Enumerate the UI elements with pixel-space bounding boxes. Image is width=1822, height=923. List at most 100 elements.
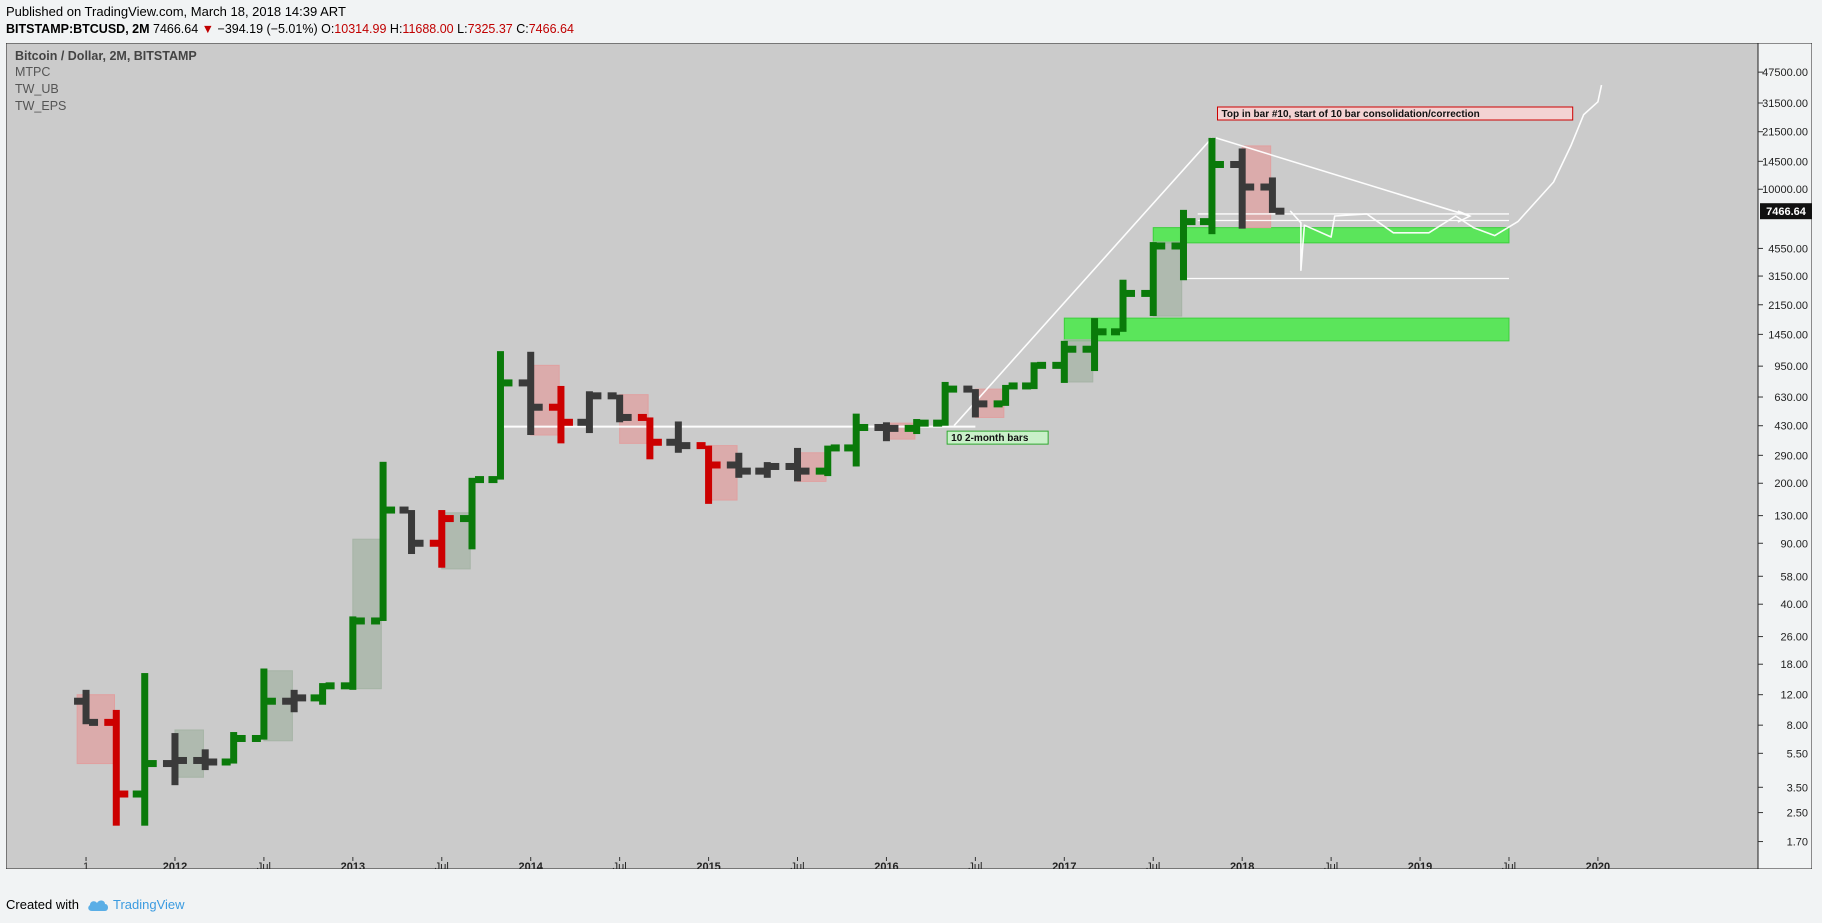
ohlc-bar-8 — [319, 683, 327, 705]
time-tick-label-13: 2018 — [1230, 861, 1254, 869]
shaded-box-7 — [708, 445, 738, 501]
annotation-text-1: 10 2-month bars — [951, 433, 1029, 444]
ohlc-bar-26 — [852, 413, 860, 467]
ohlc-close-tick-22 — [741, 467, 751, 475]
close-value: 7466.64 — [528, 22, 574, 36]
ohlc-open-tick-18 — [607, 392, 617, 400]
price-tick-label-18: 2150.00 — [1768, 300, 1808, 312]
ohlc-close-tick-13 — [475, 476, 485, 484]
ohlc-open-tick-2 — [132, 790, 142, 798]
ohlc-open-tick-36 — [1141, 289, 1151, 297]
price-tick-label-19: 3150.00 — [1768, 271, 1808, 283]
price-tick-label-9: 58.00 — [1780, 571, 1808, 583]
low-value: 7325.37 — [467, 22, 513, 36]
ohlc-bar-2 — [141, 673, 149, 826]
cloud-icon — [88, 899, 108, 911]
ohlc-open-tick-0 — [74, 697, 84, 705]
high-label: H: — [389, 22, 403, 36]
ohlc-close-tick-1 — [119, 790, 129, 798]
published-line: Published on TradingView.com, March 18, … — [6, 4, 346, 19]
ohlc-close-tick-25 — [830, 444, 840, 452]
ohlc-close-tick-9 — [355, 617, 365, 625]
annotation-box-0 — [1217, 106, 1574, 121]
ohlc-open-tick-8 — [310, 694, 320, 702]
ohlc-close-tick-28 — [919, 419, 929, 427]
ohlc-close-tick-15 — [533, 403, 543, 411]
ohlc-open-tick-37 — [1171, 242, 1181, 250]
price-tick-label-20: 4550.00 — [1768, 243, 1808, 255]
ohlc-open-tick-26 — [844, 444, 854, 452]
price-tick-label-6: 18.00 — [1780, 659, 1808, 671]
ohlc-bar-10 — [379, 461, 387, 621]
ohlc-close-tick-12 — [444, 515, 454, 523]
ohlc-bar-1 — [112, 709, 120, 826]
price-tick-label-8: 40.00 — [1780, 599, 1808, 611]
time-tick-label-6: Jul — [613, 861, 627, 869]
created-with-label: Created with — [6, 897, 79, 912]
time-tick-label-7: 2015 — [696, 861, 720, 869]
ohlc-close-tick-37 — [1186, 218, 1196, 226]
ohlc-open-tick-40 — [1260, 183, 1270, 191]
ohlc-open-tick-10 — [371, 617, 381, 625]
ohlc-open-tick-15 — [518, 379, 528, 387]
chart-area[interactable]: Top in bar #10, start of 10 bar consolid… — [6, 43, 1812, 869]
ohlc-close-tick-11 — [414, 539, 424, 547]
ohlc-bar-19 — [646, 417, 654, 460]
time-tick-label-5: 2014 — [518, 861, 543, 869]
ohlc-close-tick-27 — [889, 424, 899, 432]
ohlc-close-tick-21 — [711, 461, 721, 469]
time-tick-label-12: Jul — [1146, 861, 1160, 869]
legend-indicator-mtpc: MTPC — [15, 65, 50, 79]
ohlc-close-tick-5 — [236, 734, 246, 742]
trend-line-down — [1215, 137, 1471, 217]
price-tick-label-16: 950.00 — [1774, 361, 1808, 373]
close-label: C: — [516, 22, 529, 36]
time-tick-label-14: Jul — [1324, 861, 1338, 869]
ohlc-bar-16 — [557, 385, 565, 444]
ohlc-bar-15 — [527, 351, 535, 436]
time-tick-label-15: 2019 — [1408, 861, 1432, 869]
ohlc-open-tick-19 — [637, 413, 647, 421]
ohlc-bar-39 — [1238, 148, 1246, 229]
ohlc-bar-31 — [1002, 384, 1010, 406]
high-value: 11688.00 — [402, 22, 454, 36]
ohlc-bar-9 — [349, 616, 357, 690]
ohlc-bar-0 — [82, 689, 90, 725]
ohlc-open-tick-11 — [399, 506, 409, 514]
price-axis[interactable] — [1757, 43, 1812, 869]
shaded-box-3 — [352, 538, 382, 690]
ohlc-bar-36 — [1149, 242, 1157, 317]
price-chart[interactable]: Top in bar #10, start of 10 bar consolid… — [6, 43, 1812, 869]
ohlc-bar-20 — [674, 421, 682, 453]
legend-indicator-tw-eps: TW_EPS — [15, 99, 66, 113]
tradingview-brand: TradingView — [112, 897, 185, 912]
time-tick-label-11: 2017 — [1052, 861, 1076, 869]
ohlc-close-tick-2 — [147, 760, 157, 768]
time-tick-label-16: Jul — [1502, 861, 1516, 869]
ohlc-open-tick-35 — [1111, 328, 1121, 336]
ohlc-close-tick-19 — [652, 438, 662, 446]
ohlc-close-tick-34 — [1097, 328, 1107, 336]
ohlc-open-tick-4 — [193, 756, 203, 764]
ohlc-close-tick-14 — [503, 379, 513, 387]
shaded-box-12 — [1152, 241, 1183, 317]
ohlc-bar-13 — [468, 477, 476, 550]
ohlc-close-tick-40 — [1275, 207, 1285, 215]
ohlc-open-tick-1 — [104, 718, 114, 726]
ohlc-bar-14 — [496, 351, 504, 480]
ohlc-close-tick-10 — [386, 506, 396, 514]
ohlc-bar-6 — [260, 668, 268, 740]
ohlc-bar-5 — [230, 732, 238, 764]
ohlc-bar-7 — [290, 689, 298, 713]
open-label: O: — [321, 22, 335, 36]
ohlc-bar-28 — [913, 419, 921, 435]
time-tick-label-1: 2012 — [163, 861, 187, 869]
footer: Created with TradingView — [6, 896, 185, 913]
price-tick-label-17: 1450.00 — [1768, 329, 1808, 341]
ohlc-open-tick-28 — [904, 424, 914, 432]
ohlc-bar-21 — [705, 445, 713, 504]
price-tick-label-24: 31500.00 — [1762, 98, 1808, 110]
tradingview-logo[interactable]: TradingView — [87, 896, 185, 913]
projection-path — [1289, 84, 1603, 272]
price-tick-label-22: 14500.00 — [1762, 156, 1808, 168]
